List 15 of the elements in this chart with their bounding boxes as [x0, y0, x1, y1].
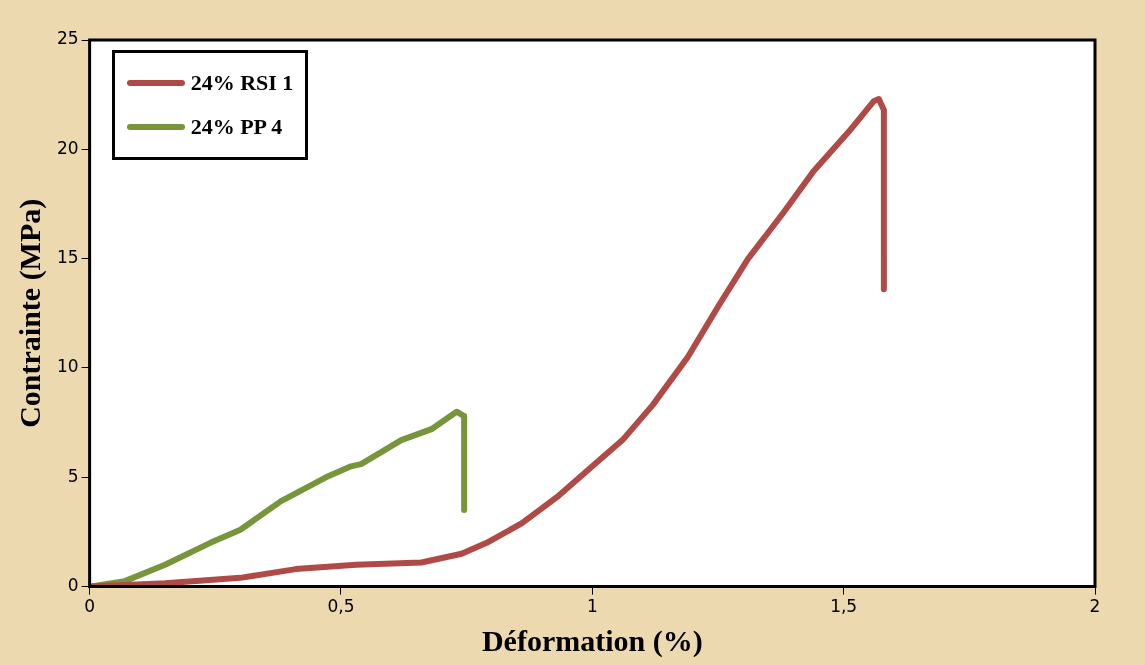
x-tick-label: 1 — [586, 596, 598, 617]
y-tick-label: 25 — [56, 28, 79, 49]
x-axis-title: Déformation (%) — [481, 623, 703, 658]
y-tick-label: 20 — [56, 137, 79, 158]
y-tick-label: 15 — [56, 247, 79, 268]
y-tick-label: 5 — [67, 465, 79, 486]
legend-label: 24% RSI 1 — [190, 70, 294, 96]
x-tick-label: 2 — [1089, 596, 1101, 617]
x-tick-label: 1,5 — [830, 596, 858, 617]
legend-label: 24% PP 4 — [190, 114, 283, 140]
x-tick-label: 0 — [84, 596, 96, 617]
y-tick-label: 10 — [56, 356, 79, 377]
y-tick-label: 0 — [67, 575, 79, 596]
y-axis-title: Contrainte (MPa) — [12, 198, 47, 428]
x-tick-label: 0,5 — [327, 596, 355, 617]
